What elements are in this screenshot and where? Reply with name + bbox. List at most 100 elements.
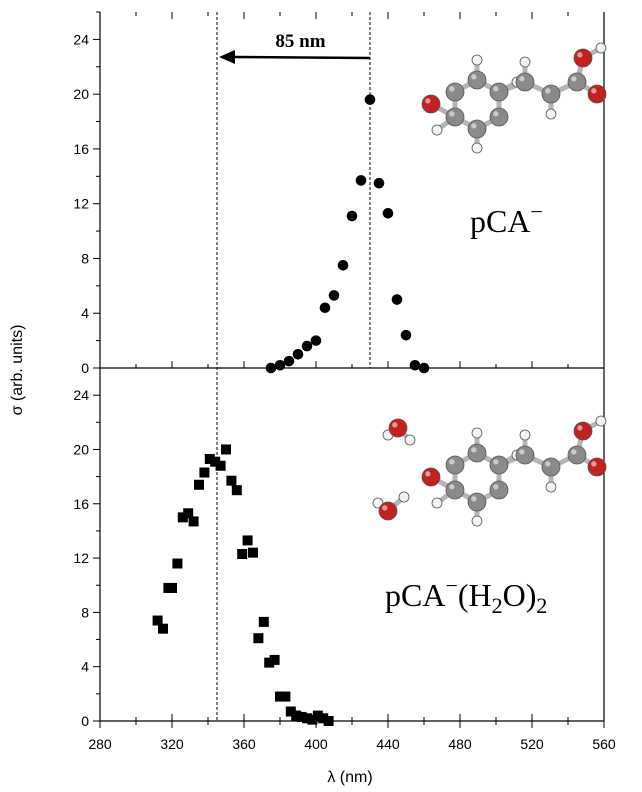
hydrogen-atom	[431, 124, 443, 136]
top-y-tick-label: 8	[81, 250, 89, 266]
carbon-atom	[515, 445, 535, 465]
top-molecule-label: pCA−	[470, 199, 543, 239]
pca-water-data-point	[226, 475, 237, 486]
oxygen-atom	[421, 94, 441, 114]
hydrogen-atom-highlight	[597, 417, 601, 421]
bottom-y-tick-label: 12	[73, 550, 89, 566]
hydrogen-atom	[595, 415, 607, 427]
x-axis-title: λ (nm)	[327, 769, 372, 786]
bottom-y-tick-label: 8	[81, 604, 89, 620]
carbon-atom	[567, 445, 587, 465]
pca-water-data-point	[275, 691, 285, 702]
shift-arrow-head	[219, 50, 235, 64]
pca-data-point	[409, 359, 421, 371]
pca-water-data-point	[242, 535, 253, 546]
hydrogen-atom-highlight	[547, 110, 551, 114]
carbon-atom-highlight	[519, 76, 525, 82]
carbon-atom	[489, 455, 509, 475]
pca-water-data-point	[307, 714, 318, 725]
pca-data-point	[346, 210, 358, 222]
carbon-atom-highlight	[493, 459, 499, 465]
bottom-y-tick-label: 20	[73, 441, 89, 457]
carbon-atom	[445, 107, 465, 127]
hydrogen-atom	[519, 429, 531, 441]
carbon-atom	[445, 480, 465, 500]
pca-water-data-point	[285, 706, 296, 717]
water-oxygen-atom	[388, 418, 408, 438]
hydrogen-atom-highlight	[384, 431, 388, 435]
pca-water-data-point	[264, 657, 275, 668]
pca-water-data-point	[280, 691, 291, 702]
bottom-y-tick-label: 4	[81, 659, 89, 675]
pca-water-data-point	[318, 713, 329, 724]
oxygen-atom	[573, 48, 593, 68]
carbon-atom	[467, 70, 487, 90]
hydrogen-atom-highlight	[433, 126, 437, 130]
top-y-tick-label: 24	[73, 31, 89, 47]
carbon-atom-highlight	[545, 88, 551, 94]
hydrogen-atom	[519, 56, 531, 68]
hydrogen-atom	[404, 434, 416, 446]
pca-data-point	[319, 302, 331, 314]
pca-water-data-point	[158, 623, 168, 634]
pca-data-point	[391, 294, 403, 305]
carbon-atom	[445, 455, 465, 475]
oxygen-atom	[421, 467, 441, 487]
carbon-atom	[467, 443, 487, 463]
hydrogen-atom	[471, 427, 483, 439]
oxygen-atom	[573, 421, 593, 441]
pca-water-cluster-illustration	[372, 415, 607, 527]
pca-data-point	[418, 362, 430, 374]
top-y-tick-label: 12	[73, 196, 89, 212]
pca-water-data-point	[291, 710, 302, 721]
hydrogen-atom	[545, 481, 557, 493]
pca-water-data-point	[204, 453, 215, 464]
carbon-atom-highlight	[471, 74, 477, 80]
pca-water-data-point	[231, 485, 242, 496]
hydrogen-atom	[471, 142, 483, 154]
water-oxygen-atom-highlight	[382, 505, 388, 511]
pca-water-data-point	[152, 615, 163, 626]
reference-lines	[216, 12, 371, 721]
hydrogen-atom-highlight	[473, 429, 477, 433]
pca-data-point	[265, 362, 277, 374]
hydrogen-atom	[545, 108, 557, 120]
carbon-atom	[567, 72, 587, 92]
carbon-atom	[515, 72, 535, 92]
pca-data-point	[337, 260, 349, 271]
pca-water-data-point	[237, 549, 248, 560]
hydrogen-atom-highlight	[473, 56, 477, 60]
carbon-atom	[467, 119, 487, 139]
carbon-atom	[489, 107, 509, 127]
carbon-atom	[541, 84, 561, 104]
carbon-atom	[541, 457, 561, 477]
water-oxygen-atom	[378, 501, 398, 521]
oxygen-atom-highlight	[577, 52, 583, 58]
pca-data-point	[274, 359, 286, 371]
oxygen-atom-highlight	[591, 461, 597, 467]
pca-water-data-point	[194, 479, 204, 490]
carbon-atom	[489, 82, 509, 102]
bottom-panel: 0 4 8 12 16 20 24	[73, 367, 605, 729]
shift-arrow	[232, 55, 371, 60]
hydrogen-atom-highlight	[374, 499, 378, 503]
top-y-tick-label: 16	[73, 141, 89, 157]
x-axis: 280 320 360 400 440 480 520 560	[88, 12, 616, 752]
x-tick-label: 560	[592, 736, 616, 752]
hydrogen-atom	[431, 497, 443, 509]
carbon-atom-highlight	[449, 86, 455, 92]
top-panel: 0 4 8 12 16 20 24	[73, 11, 605, 376]
carbon-atom-highlight	[545, 461, 551, 467]
bottom-y-tick-label: 24	[73, 387, 89, 403]
hydrogen-atom-highlight	[473, 144, 477, 148]
x-tick-label: 400	[304, 736, 328, 752]
pca-data-point	[328, 290, 340, 301]
x-tick-label: 480	[448, 736, 472, 752]
pca-data-point	[382, 207, 394, 219]
carbon-atom-highlight	[449, 484, 455, 490]
oxygen-atom	[587, 457, 607, 477]
water-oxygen-atom-highlight	[392, 422, 398, 428]
x-tick-label: 440	[376, 736, 400, 752]
pca-water-data-point	[188, 516, 199, 527]
oxygen-atom-highlight	[425, 98, 431, 104]
